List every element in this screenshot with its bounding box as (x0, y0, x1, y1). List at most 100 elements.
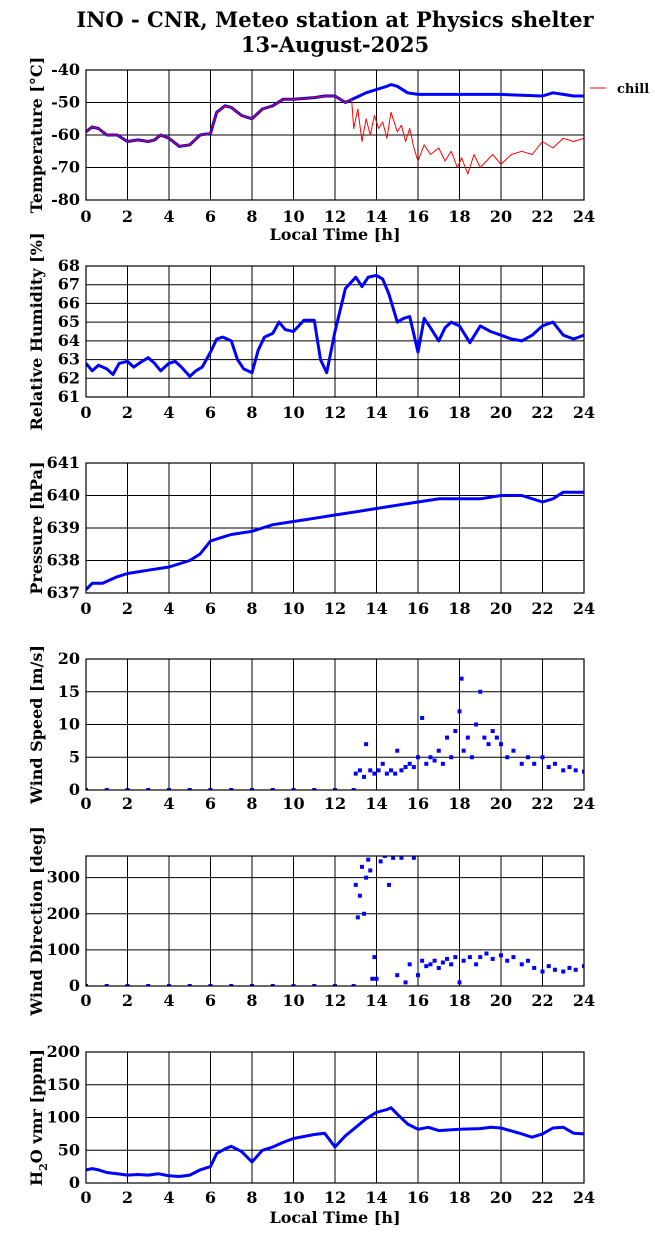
x-tick-label: 2 (122, 599, 133, 618)
x-tick-label: 2 (122, 207, 133, 226)
data-point (436, 748, 441, 753)
x-tick-label: 0 (80, 794, 91, 813)
data-point (440, 761, 445, 766)
x-tick-label: 18 (448, 991, 470, 1010)
data-point (457, 980, 462, 985)
data-point (125, 788, 130, 790)
y-tick-label: 150 (47, 1075, 80, 1094)
x-tick-label: 0 (80, 207, 91, 226)
x-tick-label: 12 (324, 991, 346, 1010)
data-point (353, 882, 358, 887)
data-point (355, 915, 360, 920)
x-tick-label: 20 (490, 599, 512, 618)
data-point (374, 976, 379, 981)
data-point (582, 769, 584, 774)
data-point (490, 729, 495, 734)
y-tick-label: 66 (58, 293, 80, 312)
data-point (291, 788, 296, 790)
y-axis-label: Wind Speed [m/s] (27, 645, 46, 805)
data-point (478, 689, 483, 694)
x-tick-label: 10 (282, 207, 304, 226)
y-tick-label: 100 (47, 1108, 80, 1127)
data-point (368, 768, 373, 773)
data-point (86, 788, 88, 790)
data-point (270, 984, 275, 986)
data-point (393, 771, 398, 776)
x-tick-label: 10 (282, 599, 304, 618)
x-tick-label: 20 (490, 403, 512, 422)
data-point (353, 771, 358, 776)
x-tick-label: 18 (448, 403, 470, 422)
x-tick-label: 16 (407, 991, 429, 1010)
data-point (357, 893, 362, 898)
x-tick-label: 20 (490, 1188, 512, 1207)
x-tick-label: 12 (324, 403, 346, 422)
legend-label: chill (617, 82, 649, 97)
data-point (333, 788, 337, 790)
y-tick-label: 68 (58, 256, 80, 275)
plot-frame (85, 462, 585, 594)
x-tick-label: 22 (531, 794, 553, 813)
data-point (428, 962, 433, 967)
data-point (424, 761, 429, 766)
data-point (486, 742, 491, 747)
data-point (187, 984, 192, 986)
x-tick-label: 4 (163, 403, 174, 422)
x-tick-label: 10 (282, 991, 304, 1010)
data-point (561, 969, 566, 974)
x-tick-label: 10 (282, 403, 304, 422)
y-tick-label: 64 (58, 331, 80, 350)
series-group (86, 856, 584, 986)
data-point (484, 951, 489, 956)
x-tick-label: 24 (573, 1188, 595, 1207)
data-point (362, 911, 367, 916)
data-point (389, 768, 394, 773)
y-tick-label: 15 (58, 682, 80, 701)
data-point (366, 857, 371, 862)
data-point (519, 761, 524, 766)
data-point (461, 958, 466, 963)
x-tick-label: 12 (324, 1188, 346, 1207)
x-tick-label: 2 (122, 1188, 133, 1207)
data-point (525, 958, 530, 963)
y-tick-label: 640 (47, 486, 80, 505)
data-point (395, 748, 400, 753)
data-point (372, 955, 377, 960)
data-point (467, 955, 472, 960)
y-tick-label: 300 (47, 868, 80, 887)
series-group (86, 1106, 584, 1178)
data-point (229, 788, 234, 790)
data-point (582, 964, 584, 969)
x-tick-label: 18 (448, 1188, 470, 1207)
data-point (333, 984, 337, 986)
data-point (459, 676, 464, 681)
data-point (453, 955, 458, 960)
y-tick-label: 63 (58, 350, 80, 369)
data-point (420, 958, 425, 963)
data-point (403, 765, 408, 770)
x-tick-label: 22 (531, 207, 553, 226)
y-tick-label: 65 (58, 312, 80, 331)
x-tick-label: 6 (205, 207, 216, 226)
data-point (407, 962, 412, 967)
y-tick-label: -70 (51, 158, 80, 177)
data-point (382, 856, 387, 858)
y-tick-label: 62 (58, 368, 80, 387)
data-point (445, 735, 450, 740)
data-point (532, 965, 537, 970)
series-group (86, 83, 584, 175)
data-point (411, 765, 416, 770)
data-point (270, 788, 275, 790)
data-point (505, 755, 510, 760)
x-tick-label: 24 (573, 403, 595, 422)
data-point (250, 788, 254, 790)
data-point (362, 774, 367, 779)
data-point (351, 984, 356, 986)
x-tick-label: 2 (122, 794, 133, 813)
x-tick-label: 16 (407, 403, 429, 422)
data-point (546, 765, 551, 770)
data-point (370, 976, 375, 981)
data-point (420, 715, 425, 720)
